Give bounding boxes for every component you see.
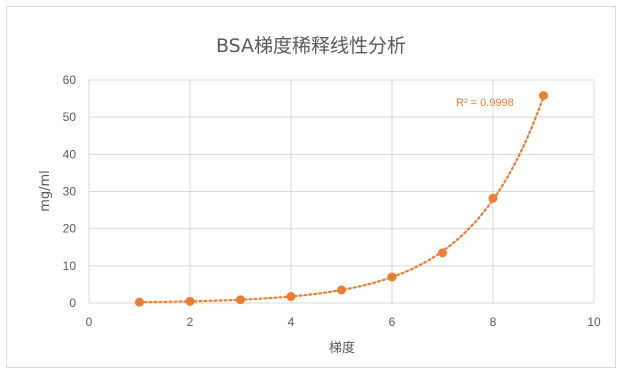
chart-title: BSA梯度稀释线性分析 <box>216 35 406 57</box>
r-squared-label: R² = 0.9998 <box>456 97 514 109</box>
grid <box>88 79 595 304</box>
y-tick-label: 30 <box>63 185 77 199</box>
x-tick-label: 10 <box>587 315 601 329</box>
y-tick-label: 60 <box>63 73 77 87</box>
y-tick-label: 20 <box>63 222 77 236</box>
data-point <box>185 296 195 306</box>
x-tick-label: 4 <box>288 315 295 329</box>
y-tick-labels: 0 10 20 30 40 50 60 <box>63 73 77 310</box>
y-tick-label: 0 <box>69 296 76 310</box>
data-point <box>539 91 548 101</box>
data-point <box>337 285 346 295</box>
data-point <box>236 295 245 305</box>
trendline <box>138 95 545 304</box>
y-axis-title: mg/ml <box>38 170 53 212</box>
x-tick-label: 6 <box>389 315 396 329</box>
data-point <box>135 297 144 307</box>
y-tick-label: 10 <box>63 259 77 273</box>
x-tick-label: 8 <box>490 315 497 329</box>
x-tick-label: 2 <box>187 315 194 329</box>
y-tick-label: 50 <box>63 110 77 124</box>
data-point <box>438 248 447 258</box>
x-tick-labels: 0 2 4 6 8 10 <box>86 315 601 329</box>
data-point <box>387 272 397 282</box>
y-tick-label: 40 <box>63 147 77 161</box>
x-axis-title: 梯度 <box>329 340 355 356</box>
chart-frame <box>6 6 616 368</box>
data-point <box>286 291 296 301</box>
data-point <box>488 193 498 203</box>
data-points <box>135 91 548 307</box>
x-tick-label: 0 <box>86 315 93 329</box>
